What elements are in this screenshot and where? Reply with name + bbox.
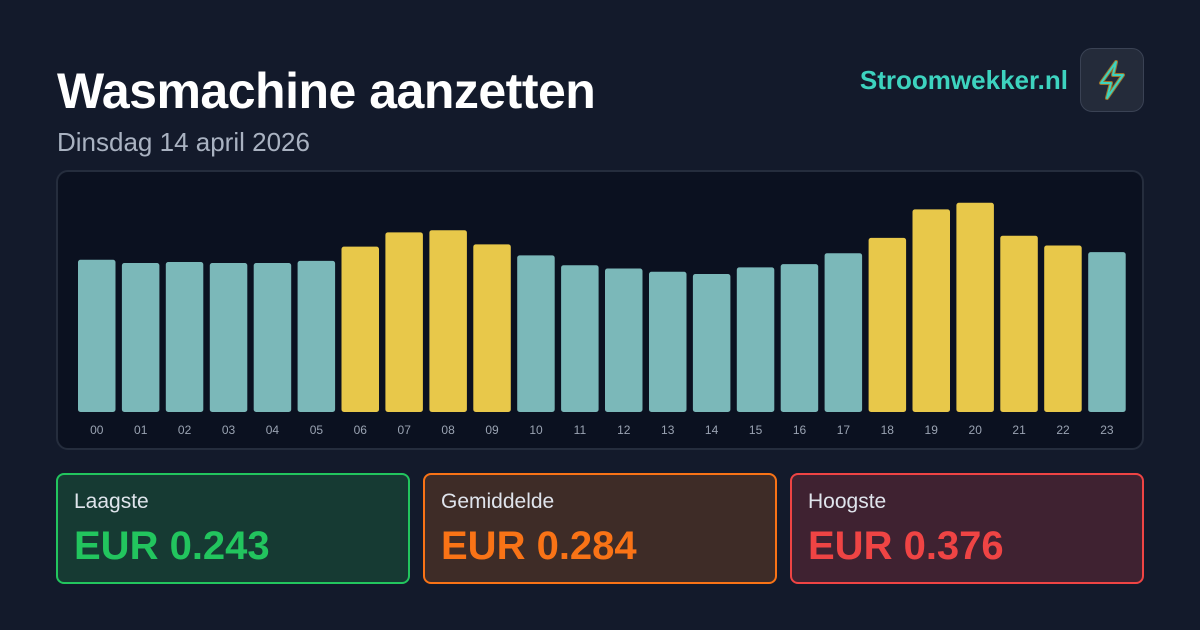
tick-label-15: 15 [749, 423, 763, 437]
tick-label-00: 00 [90, 423, 104, 437]
page-title: Wasmachine aanzetten [57, 63, 596, 119]
bar-01 [121, 263, 160, 412]
tick-label-07: 07 [398, 423, 412, 437]
bar-15 [736, 267, 775, 412]
page-date: Dinsdag 14 april 2026 [57, 127, 310, 157]
bar-13 [649, 271, 687, 412]
stat-highest-label: Hoogste [808, 490, 887, 513]
stat-average-label: Gemiddelde [441, 490, 555, 513]
bar-09 [473, 244, 511, 412]
bar-20 [956, 202, 994, 412]
stat-lowest: Laagste EUR 0.243 [56, 473, 410, 584]
bar-11 [561, 265, 599, 412]
price-chart: 00 01 02 03 04 05 06 07 08 09 10 11 12 13 14 15 16 17 18 19… [56, 170, 1144, 450]
stat-lowest-value: EUR 0.243 [74, 524, 270, 568]
stat-lowest-label: Laagste [74, 490, 149, 513]
tick-label-10: 10 [529, 423, 543, 437]
price-bar-chart: 00 01 02 03 04 05 06 07 08 09 10 11 12 13 14 15 16 17 18 19… [78, 202, 1126, 437]
tick-label-02: 02 [178, 423, 192, 437]
bar-10 [517, 255, 555, 412]
brand[interactable]: Stroomwekker.nl [860, 48, 1144, 112]
tick-label-22: 22 [1056, 423, 1070, 437]
tick-label-21: 21 [1012, 423, 1026, 437]
bar-14 [692, 274, 731, 412]
tick-label-19: 19 [925, 423, 939, 437]
tick-label-16: 16 [793, 423, 807, 437]
tick-label-20: 20 [969, 423, 983, 437]
bar-17 [824, 253, 863, 412]
bar-21 [1000, 235, 1038, 412]
tick-label-05: 05 [310, 423, 324, 437]
stat-highest-value: EUR 0.376 [808, 524, 1004, 568]
tick-label-08: 08 [441, 423, 455, 437]
tick-label-01: 01 [134, 423, 148, 437]
bar-06 [341, 246, 379, 412]
tick-label-12: 12 [617, 423, 631, 437]
tick-label-06: 06 [354, 423, 368, 437]
tick-label-18: 18 [881, 423, 895, 437]
stat-average-value: EUR 0.284 [441, 524, 637, 568]
lightning-bolt-icon [1080, 48, 1144, 112]
tick-label-04: 04 [266, 423, 280, 437]
bar-16 [780, 264, 819, 412]
tick-label-13: 13 [661, 423, 675, 437]
bar-18 [868, 237, 907, 412]
tick-label-11: 11 [574, 423, 587, 437]
bar-05 [297, 260, 336, 412]
stat-average: Gemiddelde EUR 0.284 [423, 473, 777, 584]
bar-12 [605, 268, 643, 412]
stat-highest: Hoogste EUR 0.376 [790, 473, 1144, 584]
bar-04 [253, 263, 292, 412]
bar-19 [912, 209, 950, 412]
bar-23 [1088, 252, 1126, 412]
tick-label-09: 09 [485, 423, 499, 437]
bar-22 [1044, 245, 1082, 412]
brand-name[interactable]: Stroomwekker.nl [859, 65, 1068, 95]
tick-label-14: 14 [705, 423, 719, 437]
bar-00 [78, 259, 116, 412]
bar-07 [385, 232, 423, 412]
bar-03 [209, 263, 248, 412]
tick-label-23: 23 [1100, 423, 1114, 437]
bar-02 [165, 262, 204, 412]
bar-08 [429, 230, 467, 412]
tick-label-03: 03 [222, 423, 236, 437]
tick-label-17: 17 [837, 423, 851, 437]
